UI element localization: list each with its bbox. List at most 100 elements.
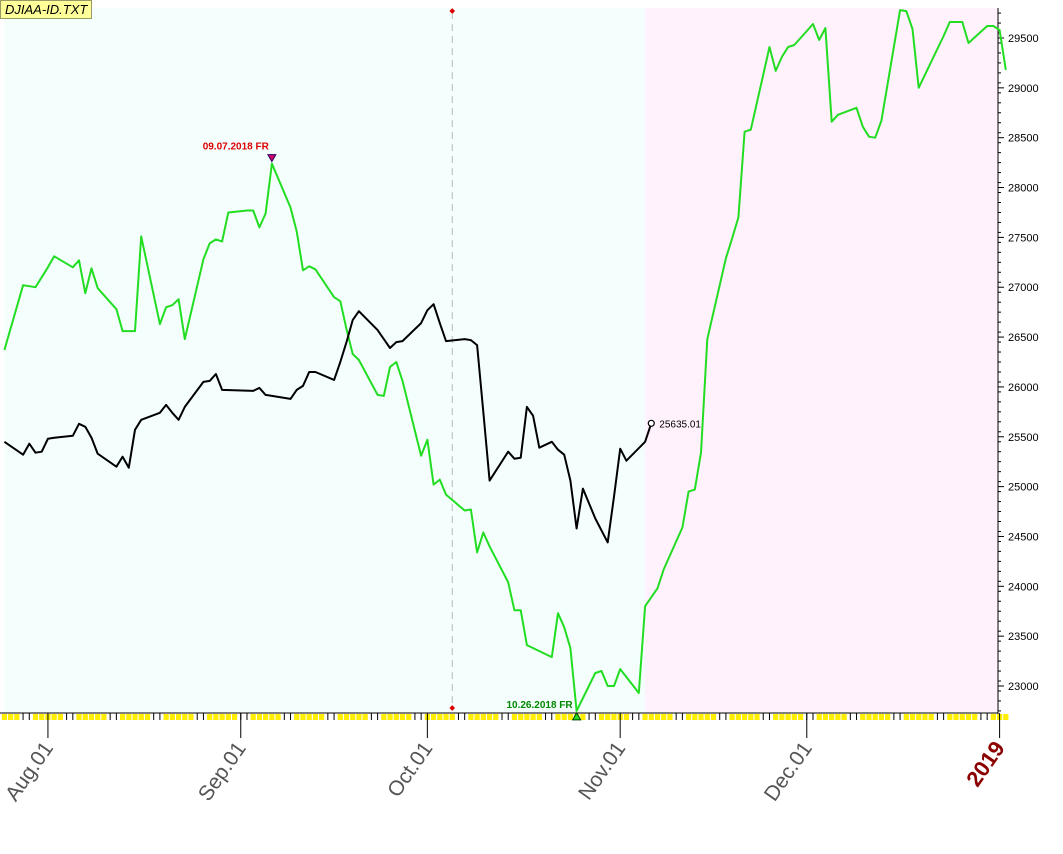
y-tick-label: 29500 xyxy=(1008,33,1039,45)
weekday-mark xyxy=(605,714,611,720)
weekday-mark xyxy=(399,714,406,720)
weekday-mark xyxy=(356,714,362,720)
weekday-mark xyxy=(530,714,536,720)
weekday-mark xyxy=(735,714,741,720)
weekday-mark xyxy=(294,714,300,720)
weekday-mark xyxy=(785,714,791,720)
weekday-mark xyxy=(14,714,20,720)
weekday-mark xyxy=(797,714,804,720)
weekday-mark xyxy=(611,714,617,720)
weekday-mark xyxy=(916,714,922,720)
x-tick-label: 2019 xyxy=(961,737,1010,791)
weekday-mark xyxy=(163,714,169,720)
weekday-mark xyxy=(213,714,219,720)
weekday-mark xyxy=(250,714,256,720)
weekday-mark xyxy=(51,714,57,720)
y-tick-label: 25500 xyxy=(1008,432,1039,444)
weekday-mark xyxy=(661,714,667,720)
x-tick-label: Dec.01 xyxy=(760,738,817,806)
weekday-mark xyxy=(362,714,368,720)
weekday-mark xyxy=(474,714,480,720)
weekday-mark xyxy=(337,714,343,720)
weekday-mark xyxy=(231,714,238,720)
weekday-mark xyxy=(138,714,144,720)
weekday-mark xyxy=(57,714,63,720)
x-tick-label: Nov.01 xyxy=(574,738,630,804)
weekday-mark xyxy=(393,714,399,720)
weekday-mark xyxy=(518,714,524,720)
weekday-mark xyxy=(449,714,455,720)
weekday-mark xyxy=(381,714,387,720)
weekday-mark xyxy=(493,714,499,720)
weekday-mark xyxy=(928,714,934,720)
weekday-mark xyxy=(567,714,574,720)
weekday-mark xyxy=(959,714,965,720)
weekday-mark xyxy=(350,714,356,720)
weekday-mark xyxy=(306,714,312,720)
weekday-mark xyxy=(990,714,996,720)
weekday-mark xyxy=(748,714,754,720)
weekday-mark xyxy=(182,714,188,720)
weekday-mark xyxy=(698,714,704,720)
weekday-mark xyxy=(88,714,95,720)
y-tick-label: 25000 xyxy=(1008,482,1039,494)
weekday-mark xyxy=(866,714,872,720)
weekday-mark xyxy=(437,714,443,720)
weekday-mark xyxy=(872,714,878,720)
x-tick-label: Sep.01 xyxy=(194,738,251,806)
y-tick-label: 26000 xyxy=(1008,382,1039,394)
weekday-mark xyxy=(443,714,449,720)
weekday-mark xyxy=(169,714,175,720)
weekday-mark xyxy=(648,714,654,720)
weekday-mark xyxy=(860,714,866,720)
x-tick-label: Oct.01 xyxy=(383,738,437,802)
weekday-mark xyxy=(642,714,648,720)
weekday-mark xyxy=(947,714,953,720)
vertical-marker-bottom xyxy=(449,705,456,711)
peak-label: 09.07.2018 FR xyxy=(203,142,270,153)
weekday-mark xyxy=(300,714,306,720)
weekday-mark xyxy=(39,714,45,720)
weekday-mark xyxy=(387,714,393,720)
weekday-mark xyxy=(667,714,673,720)
y-tick-label: 24500 xyxy=(1008,531,1039,543)
weekday-mark xyxy=(406,714,412,720)
y-tick-label: 27000 xyxy=(1008,282,1039,294)
weekday-mark xyxy=(816,714,822,720)
weekday-mark xyxy=(779,714,785,720)
background-region-0 xyxy=(4,8,646,712)
weekday-mark xyxy=(536,714,542,720)
weekday-mark xyxy=(953,714,959,720)
weekday-mark xyxy=(119,714,126,720)
peak-marker xyxy=(266,154,277,163)
weekday-mark xyxy=(486,714,493,720)
weekday-mark xyxy=(922,714,928,720)
weekday-mark xyxy=(101,714,107,720)
weekday-mark xyxy=(822,714,829,720)
weekday-mark xyxy=(623,714,629,720)
weekday-mark xyxy=(312,714,318,720)
weekday-mark xyxy=(468,714,474,720)
weekday-mark xyxy=(1,714,7,720)
weekday-mark xyxy=(829,714,835,720)
weekday-mark xyxy=(175,714,182,720)
weekday-mark xyxy=(256,714,263,720)
weekday-mark xyxy=(188,714,194,720)
weekday-mark xyxy=(343,714,350,720)
weekday-mark xyxy=(841,714,847,720)
weekday-mark xyxy=(144,714,151,720)
x-tick-label: Aug.01 xyxy=(1,738,58,806)
weekday-mark xyxy=(686,714,692,720)
y-tick-label: 28000 xyxy=(1008,183,1039,195)
weekday-mark xyxy=(710,714,717,720)
weekday-mark xyxy=(132,714,138,720)
weekday-mark xyxy=(965,714,972,720)
last-point-marker xyxy=(647,419,655,427)
weekday-mark xyxy=(82,714,88,720)
weekday-mark xyxy=(32,714,39,720)
weekday-mark xyxy=(511,714,518,720)
weekday-mark xyxy=(76,714,82,720)
weekday-mark xyxy=(524,714,530,720)
weekday-mark xyxy=(561,714,567,720)
